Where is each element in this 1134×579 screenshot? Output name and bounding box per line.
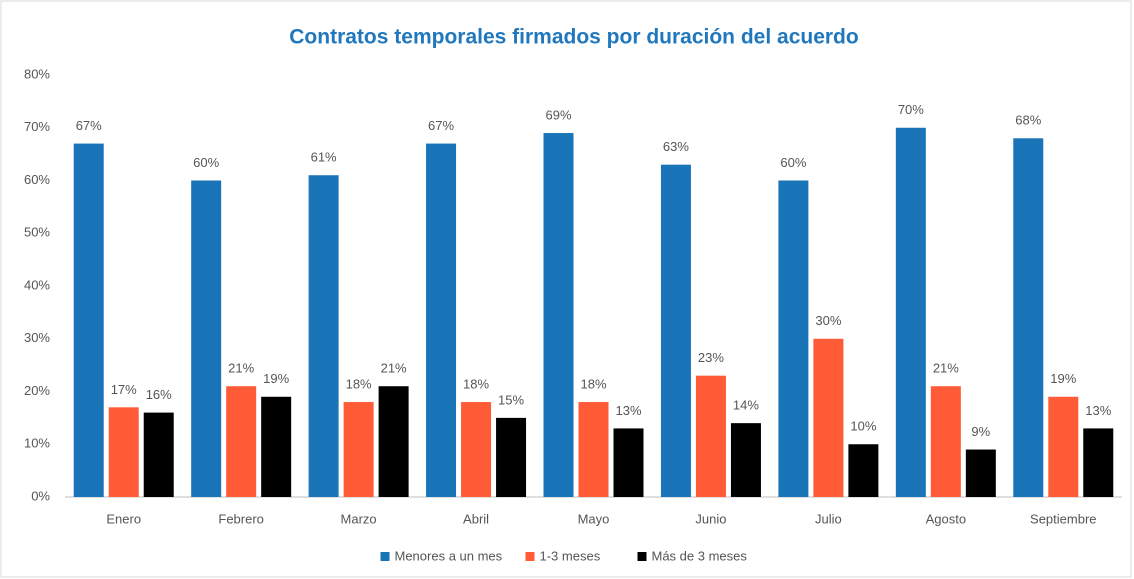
data-label: 70% [898, 102, 924, 117]
bar [461, 402, 492, 497]
bar [930, 386, 961, 497]
legend-swatch [637, 552, 647, 561]
x-tick-label: Enero [106, 511, 141, 526]
x-tick-label: Abril [463, 511, 489, 526]
bar [965, 449, 996, 497]
bar [848, 444, 879, 497]
data-label: 69% [545, 107, 571, 122]
y-tick-label: 60% [24, 172, 50, 187]
bar [730, 423, 761, 497]
legend-swatch [525, 552, 535, 561]
data-label: 17% [111, 382, 137, 397]
data-label: 16% [146, 387, 172, 402]
chart-title: Contratos temporales firmados por duraci… [289, 26, 858, 49]
bar [73, 143, 104, 497]
data-label: 18% [346, 376, 372, 391]
y-tick-label: 50% [24, 225, 50, 240]
data-label: 63% [663, 139, 689, 154]
data-label: 23% [698, 350, 724, 365]
bar [895, 127, 926, 497]
data-label: 9% [971, 424, 990, 439]
bar [426, 143, 457, 497]
data-label: 15% [498, 392, 524, 407]
data-label: 68% [1015, 113, 1041, 128]
bar [378, 386, 409, 497]
x-tick-label: Julio [815, 511, 842, 526]
x-tick-label: Marzo [341, 511, 377, 526]
data-label: 21% [381, 361, 407, 376]
y-tick-label: 70% [24, 119, 50, 134]
legend-swatch [380, 552, 390, 561]
bar [108, 407, 139, 497]
data-label: 13% [615, 403, 641, 418]
bar [813, 338, 844, 497]
data-label: 60% [193, 155, 219, 170]
data-label: 30% [815, 313, 841, 328]
legend-label: 1-3 meses [540, 548, 601, 563]
y-tick-label: 10% [24, 436, 50, 451]
y-tick-label: 0% [31, 488, 50, 503]
data-label: 14% [733, 398, 759, 413]
data-label: 19% [1050, 371, 1076, 386]
legend-label: Más de 3 meses [652, 548, 748, 563]
data-label: 61% [311, 150, 337, 165]
data-label: 21% [933, 361, 959, 376]
bar [308, 175, 339, 497]
bar [695, 375, 726, 497]
bar [1013, 138, 1044, 498]
bar [578, 402, 609, 497]
bar [1083, 428, 1114, 497]
y-tick-label: 80% [24, 66, 50, 81]
data-label: 60% [780, 155, 806, 170]
legend-label: Menores a un mes [395, 548, 503, 563]
bar [191, 180, 222, 497]
data-label: 19% [263, 371, 289, 386]
data-label: 18% [463, 376, 489, 391]
bar [660, 164, 691, 498]
bar [261, 396, 292, 497]
y-tick-label: 30% [24, 330, 50, 345]
bar [613, 428, 644, 497]
data-label: 67% [76, 118, 102, 133]
bar [778, 180, 809, 497]
x-tick-label: Agosto [926, 511, 966, 526]
x-tick-label: Junio [695, 511, 726, 526]
bar [226, 386, 257, 497]
data-label: 67% [428, 118, 454, 133]
data-label: 10% [850, 419, 876, 434]
bar [496, 417, 527, 497]
bar [543, 133, 574, 497]
bar [343, 402, 374, 497]
data-label: 18% [580, 376, 606, 391]
bar [143, 412, 174, 497]
x-tick-label: Mayo [578, 511, 610, 526]
x-tick-label: Septiembre [1030, 511, 1096, 526]
bar [1048, 396, 1079, 497]
y-tick-label: 40% [24, 277, 50, 292]
data-label: 21% [228, 361, 254, 376]
y-tick-label: 20% [24, 383, 50, 398]
x-tick-label: Febrero [218, 511, 264, 526]
data-label: 13% [1085, 403, 1111, 418]
